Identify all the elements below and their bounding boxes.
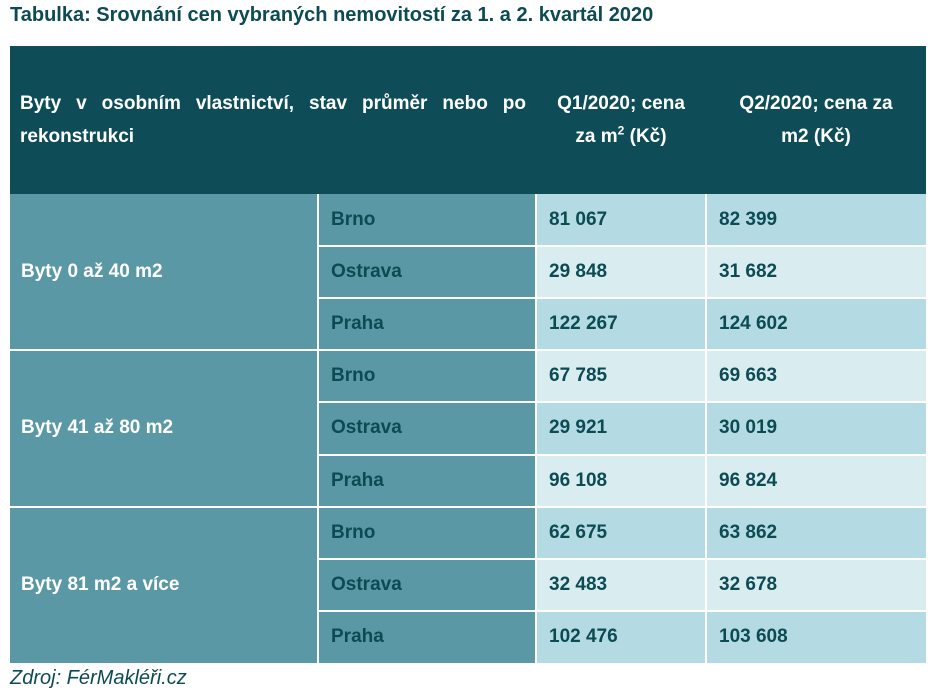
- header-q2: Q2/2020; cena za m2 (Kč): [706, 46, 926, 194]
- q2-value: 32 678: [706, 558, 926, 612]
- header-q1-line2b: (Kč): [624, 126, 667, 147]
- group-label: Byty 0 až 40 m2: [10, 194, 319, 352]
- table-row: Praha 122 267 124 602: [10, 298, 926, 352]
- header-q1: Q1/2020; cena za m2 (Kč): [536, 46, 706, 194]
- q2-value: 82 399: [706, 194, 926, 248]
- q2-value: 103 608: [706, 610, 926, 663]
- q2-value: 96 824: [706, 454, 926, 508]
- table-row: Praha 102 476 103 608: [10, 610, 926, 663]
- q2-value: 69 663: [706, 350, 926, 404]
- q2-value: 124 602: [706, 298, 926, 352]
- header-q1-sup: 2: [617, 123, 625, 138]
- city-cell: Brno: [318, 506, 537, 560]
- table-row: Ostrava 32 483 32 678: [10, 558, 926, 612]
- table-header-row: Byty v osobním vlastnictví, stav průměr …: [10, 46, 926, 194]
- group-label: Byty 41 až 80 m2: [10, 350, 319, 508]
- city-cell: Brno: [318, 350, 537, 404]
- q2-value: 31 682: [706, 246, 926, 300]
- table-row: Ostrava 29 848 31 682: [10, 246, 926, 300]
- table-row: Byty 41 až 80 m2 Brno 67 785 69 663: [10, 350, 926, 508]
- city-cell: Praha: [318, 298, 537, 352]
- q1-value: 62 675: [536, 506, 707, 560]
- table-row: Ostrava 29 921 30 019: [10, 402, 926, 456]
- table-row: Praha 96 108 96 824: [10, 454, 926, 508]
- q1-value: 122 267: [536, 298, 707, 352]
- q1-value: 29 848: [536, 246, 707, 300]
- header-q2-line2: m2 (Kč): [781, 126, 851, 147]
- header-q2-line1: Q2/2020; cena za: [739, 93, 893, 114]
- group-label: Byty 81 m2 a více: [10, 506, 319, 663]
- q1-value: 32 483: [536, 558, 707, 612]
- city-cell: Ostrava: [318, 558, 537, 612]
- city-cell: Praha: [318, 454, 537, 508]
- city-cell: Praha: [318, 610, 537, 663]
- table-title: Tabulka: Srovnání cen vybraných nemovito…: [10, 4, 654, 26]
- city-cell: Brno: [318, 194, 537, 248]
- source-note: Zdroj: FérMakléři.cz: [10, 667, 187, 689]
- q1-value: 67 785: [536, 350, 707, 404]
- q2-value: 30 019: [706, 402, 926, 456]
- city-cell: Ostrava: [318, 402, 537, 456]
- q1-value: 102 476: [536, 610, 707, 663]
- q1-value: 29 921: [536, 402, 707, 456]
- q1-value: 96 108: [536, 454, 707, 508]
- q1-value: 81 067: [536, 194, 707, 248]
- table-row: Byty 0 až 40 m2 Brno 81 067 82 399: [10, 194, 926, 352]
- header-category: Byty v osobním vlastnictví, stav průměr …: [10, 46, 536, 194]
- price-comparison-table: Byty v osobním vlastnictví, stav průměr …: [10, 46, 926, 663]
- header-q1-line1: Q1/2020; cena: [557, 93, 685, 114]
- city-cell: Ostrava: [318, 246, 537, 300]
- table-row: Byty 81 m2 a více Brno 62 675 63 862: [10, 506, 926, 663]
- header-q1-line2a: za m: [575, 126, 618, 147]
- q2-value: 63 862: [706, 506, 926, 560]
